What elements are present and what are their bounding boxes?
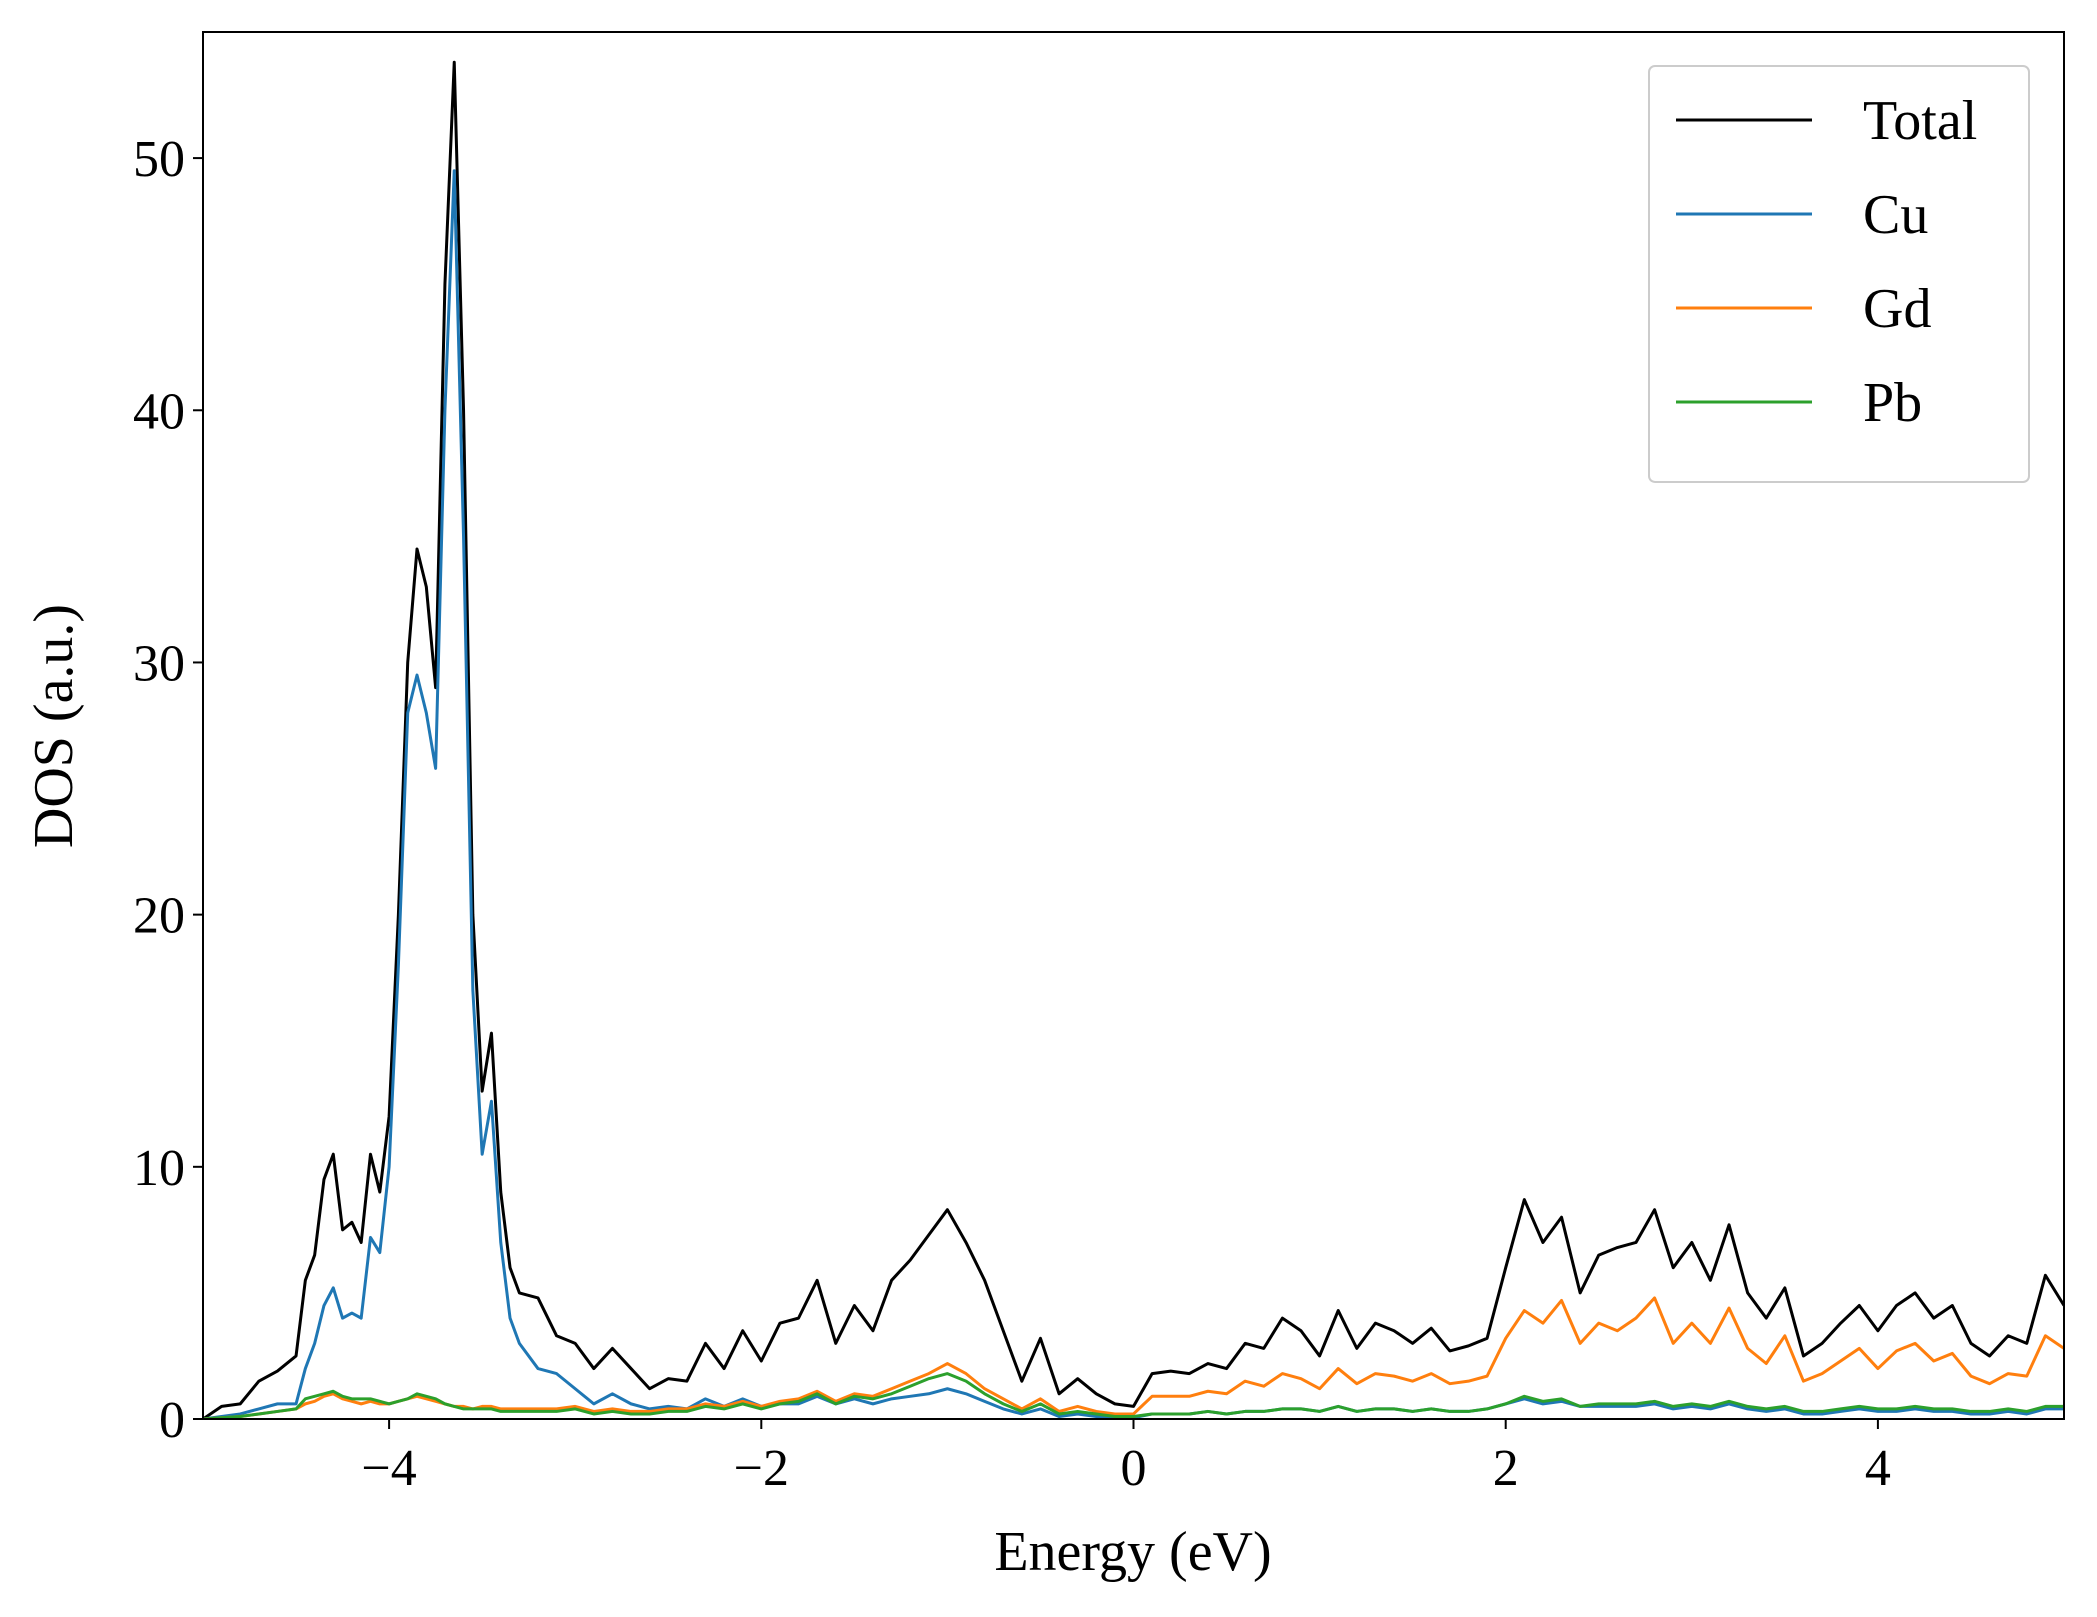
y-tick-label: 20 bbox=[133, 888, 185, 945]
line-series bbox=[203, 60, 2064, 1419]
legend-label: Cu bbox=[1863, 184, 1928, 246]
line-series bbox=[203, 1296, 2064, 1419]
y-tick-label: 0 bbox=[159, 1392, 185, 1449]
x-tick-label: 2 bbox=[1493, 1440, 1519, 1497]
legend-box bbox=[1648, 65, 2030, 483]
x-tick-label: −2 bbox=[734, 1440, 789, 1497]
y-axis-label: DOS (a.u.) bbox=[23, 604, 85, 848]
x-tick-label: 4 bbox=[1865, 1440, 1891, 1497]
y-tick-label: 40 bbox=[133, 383, 185, 440]
line-series bbox=[203, 169, 2064, 1419]
plot-frame bbox=[202, 31, 2065, 1420]
y-tick-label: 10 bbox=[133, 1140, 185, 1197]
y-tick-label: 50 bbox=[133, 131, 185, 188]
legend-label: Gd bbox=[1863, 278, 1931, 340]
x-tick-label: −4 bbox=[361, 1440, 416, 1497]
legend-label: Total bbox=[1863, 90, 1977, 152]
legend-label: Pb bbox=[1863, 372, 1922, 434]
x-axis-label: Energy (eV) bbox=[994, 1521, 1271, 1583]
y-tick-label: 30 bbox=[133, 635, 185, 692]
x-tick-label: 0 bbox=[1121, 1440, 1147, 1497]
line-series bbox=[203, 1372, 2064, 1419]
